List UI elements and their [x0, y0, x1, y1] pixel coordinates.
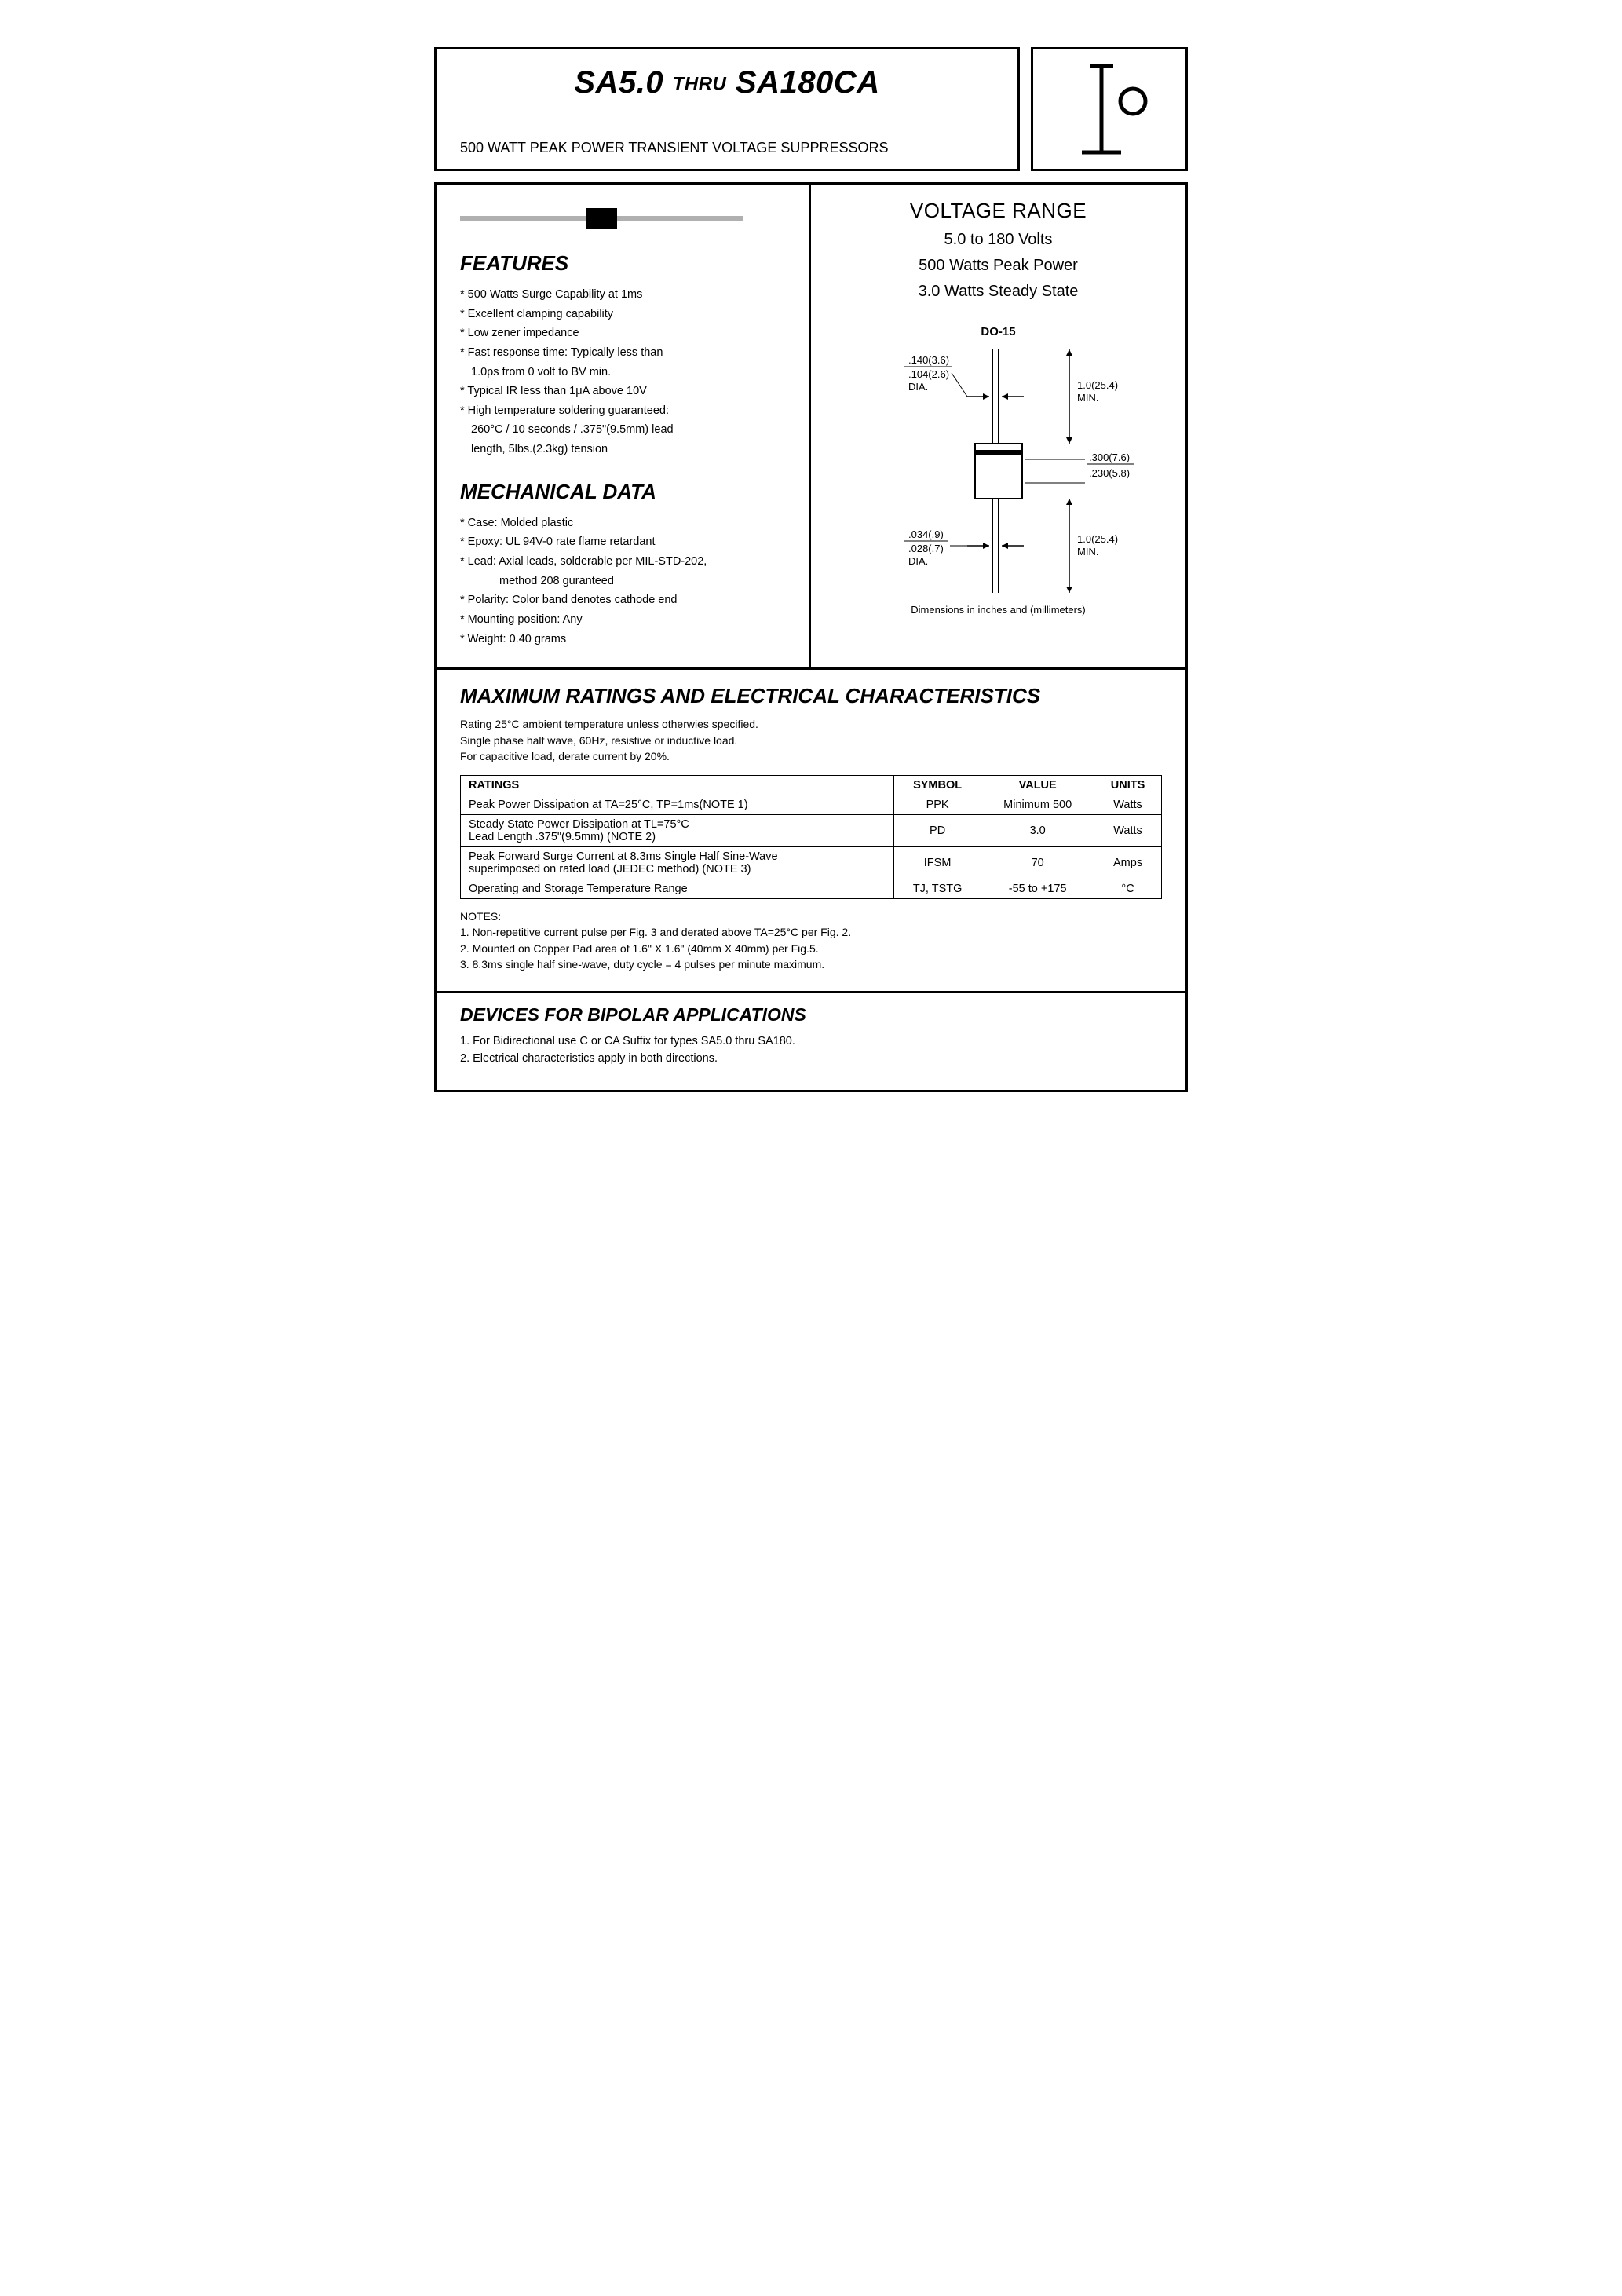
cell-value: 70: [981, 847, 1094, 879]
note-line: 2. Mounted on Copper Pad area of 1.6" X …: [460, 941, 1162, 956]
feature-item: * Low zener impedance: [460, 324, 791, 343]
title-part2: SA180CA: [736, 65, 880, 100]
cell-units: °C: [1094, 879, 1162, 899]
table-header-row: RATINGS SYMBOL VALUE UNITS: [461, 776, 1162, 795]
svg-text:.104(2.6): .104(2.6): [908, 368, 949, 380]
cond-line: Single phase half wave, 60Hz, resistive …: [460, 733, 1162, 748]
cond-line: For capacitive load, derate current by 2…: [460, 748, 1162, 764]
cell-rating: Steady State Power Dissipation at TL=75°…: [461, 815, 894, 847]
mech-item: * Epoxy: UL 94V-0 rate flame retardant: [460, 532, 791, 552]
cell-symbol: IFSM: [893, 847, 981, 879]
cell-units: Amps: [1094, 847, 1162, 879]
svg-text:DIA.: DIA.: [908, 555, 928, 567]
title-part1: SA5.0: [574, 65, 663, 100]
max-ratings-heading: MAXIMUM RATINGS AND ELECTRICAL CHARACTER…: [460, 684, 1162, 708]
cell-units: Watts: [1094, 815, 1162, 847]
mech-item: * Case: Molded plastic: [460, 514, 791, 533]
cell-value: -55 to +175: [981, 879, 1094, 899]
mid-section: FEATURES * 500 Watts Surge Capability at…: [434, 182, 1188, 670]
table-row: Peak Forward Surge Current at 8.3ms Sing…: [461, 847, 1162, 879]
logo-icon: [1066, 54, 1153, 164]
table-row: Operating and Storage Temperature RangeT…: [461, 879, 1162, 899]
bipolar-line: 2. Electrical characteristics apply in b…: [460, 1051, 1162, 1068]
svg-text:1.0(25.4): 1.0(25.4): [1077, 533, 1118, 545]
mechanical-heading: MECHANICAL DATA: [460, 480, 791, 504]
feature-item: 260°C / 10 seconds / .375"(9.5mm) lead: [460, 420, 791, 440]
notes-block: NOTES: 1. Non-repetitive current pulse p…: [460, 909, 1162, 972]
bipolar-text: 1. For Bidirectional use C or CA Suffix …: [460, 1033, 1162, 1068]
cond-line: Rating 25°C ambient temperature unless o…: [460, 716, 1162, 732]
feature-item: * 500 Watts Surge Capability at 1ms: [460, 285, 791, 305]
cell-symbol: PPK: [893, 795, 981, 815]
cell-symbol: TJ, TSTG: [893, 879, 981, 899]
svg-text:DIA.: DIA.: [908, 381, 928, 393]
package-outline-icon: .140(3.6) .104(2.6) DIA. 1.0(25.4) MIN. …: [849, 342, 1148, 601]
feature-item: 1.0ps from 0 volt to BV min.: [460, 363, 791, 382]
cell-rating: Operating and Storage Temperature Range: [461, 879, 894, 899]
mech-item: * Weight: 0.40 grams: [460, 630, 791, 649]
cell-units: Watts: [1094, 795, 1162, 815]
mech-item: * Polarity: Color band denotes cathode e…: [460, 590, 791, 610]
title-box: SA5.0 THRU SA180CA 500 WATT PEAK POWER T…: [434, 47, 1020, 171]
note-line: 3. 8.3ms single half sine-wave, duty cyc…: [460, 956, 1162, 972]
logo-box: [1031, 47, 1188, 171]
voltage-line: 500 Watts Peak Power: [827, 257, 1170, 275]
feature-item: * Fast response time: Typically less tha…: [460, 343, 791, 363]
package-label: DO-15: [827, 325, 1170, 338]
table-row: Peak Power Dissipation at TA=25°C, TP=1m…: [461, 795, 1162, 815]
main-title: SA5.0 THRU SA180CA: [460, 65, 994, 101]
svg-text:MIN.: MIN.: [1077, 546, 1098, 558]
max-ratings-section: MAXIMUM RATINGS AND ELECTRICAL CHARACTER…: [434, 670, 1188, 993]
conditions: Rating 25°C ambient temperature unless o…: [460, 716, 1162, 764]
header-row: SA5.0 THRU SA180CA 500 WATT PEAK POWER T…: [434, 47, 1188, 171]
title-thru: THRU: [673, 73, 727, 94]
cell-rating: Peak Power Dissipation at TA=25°C, TP=1m…: [461, 795, 894, 815]
features-heading: FEATURES: [460, 251, 791, 276]
voltage-line: 3.0 Watts Steady State: [827, 283, 1170, 301]
col-units: UNITS: [1094, 776, 1162, 795]
svg-text:.028(.7): .028(.7): [908, 543, 944, 554]
ratings-tbody: Peak Power Dissipation at TA=25°C, TP=1m…: [461, 795, 1162, 899]
feature-item: * High temperature soldering guaranteed:: [460, 401, 791, 421]
mech-item: * Lead: Axial leads, solderable per MIL-…: [460, 552, 791, 572]
mech-item: method 208 guranteed: [460, 572, 791, 591]
subtitle: 500 WATT PEAK POWER TRANSIENT VOLTAGE SU…: [460, 140, 994, 156]
col-ratings: RATINGS: [461, 776, 894, 795]
features-list: * 500 Watts Surge Capability at 1ms * Ex…: [460, 285, 791, 459]
voltage-line: 5.0 to 180 Volts: [827, 231, 1170, 249]
package-diagram: DO-15 .140(3.6): [827, 320, 1170, 616]
svg-text:MIN.: MIN.: [1077, 392, 1098, 404]
right-column: VOLTAGE RANGE 5.0 to 180 Volts 500 Watts…: [811, 185, 1185, 667]
bipolar-line: 1. For Bidirectional use C or CA Suffix …: [460, 1033, 1162, 1051]
cell-value: Minimum 500: [981, 795, 1094, 815]
svg-text:.034(.9): .034(.9): [908, 528, 944, 540]
bipolar-heading: DEVICES FOR BIPOLAR APPLICATIONS: [460, 1004, 1162, 1026]
datasheet-page: SA5.0 THRU SA180CA 500 WATT PEAK POWER T…: [434, 47, 1188, 1092]
dimension-note: Dimensions in inches and (millimeters): [827, 604, 1170, 616]
svg-text:1.0(25.4): 1.0(25.4): [1077, 379, 1118, 391]
col-value: VALUE: [981, 776, 1094, 795]
cell-value: 3.0: [981, 815, 1094, 847]
note-line: 1. Non-repetitive current pulse per Fig.…: [460, 924, 1162, 940]
mechanical-list: * Case: Molded plastic * Epoxy: UL 94V-0…: [460, 514, 791, 649]
feature-item: * Excellent clamping capability: [460, 305, 791, 324]
voltage-range-heading: VOLTAGE RANGE: [827, 199, 1170, 223]
table-row: Steady State Power Dissipation at TL=75°…: [461, 815, 1162, 847]
feature-item: length, 5lbs.(2.3kg) tension: [460, 440, 791, 459]
bipolar-section: DEVICES FOR BIPOLAR APPLICATIONS 1. For …: [434, 993, 1188, 1092]
feature-item: * Typical IR less than 1μA above 10V: [460, 382, 791, 401]
col-symbol: SYMBOL: [893, 776, 981, 795]
svg-text:.140(3.6): .140(3.6): [908, 354, 949, 366]
left-column: FEATURES * 500 Watts Surge Capability at…: [437, 185, 811, 667]
cell-rating: Peak Forward Surge Current at 8.3ms Sing…: [461, 847, 894, 879]
svg-text:.300(7.6): .300(7.6): [1089, 452, 1130, 463]
notes-heading: NOTES:: [460, 909, 1162, 924]
svg-text:.230(5.8): .230(5.8): [1089, 467, 1130, 479]
ratings-table: RATINGS SYMBOL VALUE UNITS Peak Power Di…: [460, 775, 1162, 899]
cell-symbol: PD: [893, 815, 981, 847]
mech-item: * Mounting position: Any: [460, 610, 791, 630]
component-illustration-icon: [460, 208, 791, 232]
